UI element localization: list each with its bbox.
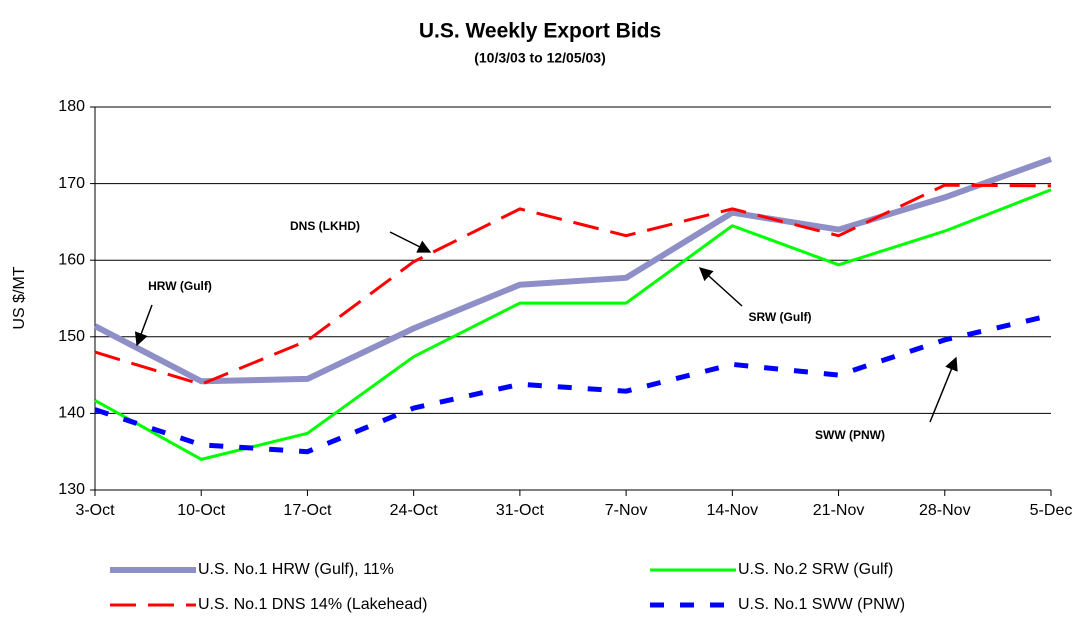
- y-tick-label: 160: [58, 251, 85, 268]
- y-tick-label: 180: [58, 98, 85, 115]
- annotation: DNS (LKHD): [290, 219, 360, 233]
- x-tick-label: 14-Nov: [707, 502, 759, 519]
- legend-label: U.S. No.2 SRW (Gulf): [738, 561, 893, 578]
- x-tick-label: 5-Dec: [1030, 502, 1073, 519]
- series-line: [94, 188, 1052, 461]
- annotation: HRW (Gulf): [148, 279, 212, 293]
- annotation: SWW (PNW): [815, 428, 885, 442]
- x-tick-label: 10-Oct: [177, 502, 226, 519]
- x-tick-label: 21-Nov: [813, 502, 865, 519]
- y-axis-label: US $/MT: [11, 266, 28, 329]
- annotation-arrow: [389, 231, 432, 253]
- y-tick-label: 130: [58, 481, 85, 498]
- x-tick-label: 28-Nov: [919, 502, 971, 519]
- x-tick-label: 7-Nov: [605, 502, 648, 519]
- y-tick-label: 140: [58, 405, 85, 422]
- legend-label: U.S. No.1 SWW (PNW): [738, 596, 905, 613]
- y-tick-label: 150: [58, 328, 85, 345]
- annotation-arrow: [698, 267, 743, 307]
- series-line: [94, 312, 1052, 455]
- annotation-arrow: [929, 356, 958, 423]
- x-tick-label: 31-Oct: [496, 502, 545, 519]
- legend-label: U.S. No.1 DNS 14% (Lakehead): [198, 596, 427, 613]
- x-tick-label: 24-Oct: [390, 502, 439, 519]
- x-tick-label: 3-Oct: [75, 502, 115, 519]
- series-line: [93, 156, 1053, 385]
- y-tick-label: 170: [58, 175, 85, 192]
- annotation-arrow: [134, 304, 153, 347]
- chart-title: U.S. Weekly Export Bids: [419, 20, 661, 43]
- annotation: SRW (Gulf): [748, 310, 811, 324]
- chart-subtitle: (10/3/03 to 12/05/03): [474, 50, 606, 66]
- legend-label: U.S. No.1 HRW (Gulf), 11%: [198, 561, 394, 578]
- x-tick-label: 17-Oct: [283, 502, 332, 519]
- series-line: [94, 183, 1052, 386]
